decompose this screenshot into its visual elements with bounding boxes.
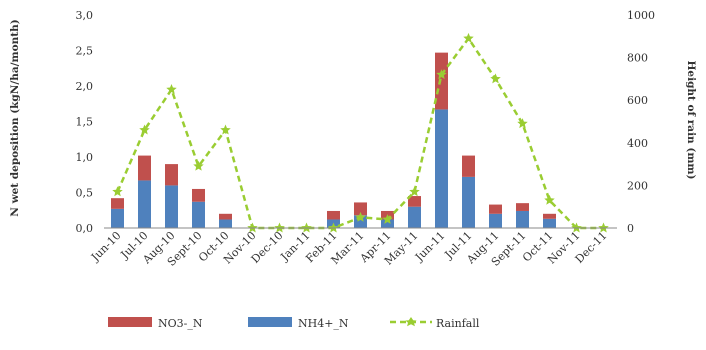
rainfall-point — [301, 222, 312, 233]
rainfall-point — [274, 222, 285, 233]
y-left-tick-label: 0,5 — [76, 187, 94, 200]
rainfall-point — [463, 32, 474, 43]
bar-no3 — [138, 155, 151, 181]
y-right-tick-label: 0 — [627, 222, 634, 235]
bar-nh4 — [462, 176, 475, 228]
bar-nh4 — [435, 109, 448, 228]
y-left-tick-label: 2,5 — [76, 45, 94, 58]
bar-nh4 — [489, 213, 502, 228]
left-axis-ticks: 0,0 0,5 1,0 1,5 2,0 2,5 3,0 — [76, 9, 94, 235]
x-tick-label: Jun-11 — [412, 229, 448, 265]
legend-marker-rainfall — [405, 317, 417, 327]
bar-nh4 — [165, 185, 178, 228]
bar-nh4 — [543, 218, 556, 228]
rainfall-point — [409, 186, 420, 197]
legend-label-rainfall: Rainfall — [436, 317, 480, 330]
y-left-tick-label: 1,5 — [76, 116, 94, 129]
x-tick-label: Jun-10 — [88, 229, 124, 265]
rainfall-point — [355, 211, 366, 222]
rainfall-point — [544, 194, 555, 205]
rainfall-point — [220, 124, 231, 135]
y-right-tick-label: 1000 — [627, 9, 655, 22]
bar-no3 — [327, 210, 340, 220]
rainfall-point — [598, 222, 609, 233]
rainfall-point — [490, 73, 501, 84]
rainfall-point — [193, 160, 204, 171]
rainfall-line — [116, 36, 604, 230]
bar-no3 — [165, 164, 178, 186]
bar-no3 — [111, 198, 124, 209]
rainfall-point — [166, 84, 177, 94]
bar-no3 — [435, 52, 448, 110]
rainfall-point — [571, 222, 582, 233]
y-left-tick-label: 1,0 — [76, 151, 94, 164]
y-left-tick-label: 3,0 — [76, 9, 94, 22]
bar-no3 — [354, 202, 367, 216]
rainfall-point — [328, 222, 339, 233]
bar-nh4 — [111, 208, 124, 228]
rainfall-point — [112, 186, 123, 197]
rainfall-point — [382, 213, 393, 224]
x-axis-ticks: Jun-10Jul-10Aug-10Sept-10Oct-10Nov-10Dec… — [88, 229, 610, 269]
bar-no3 — [192, 188, 205, 202]
y-left-axis-title: N wet deposition (kgN/ha/month) — [9, 19, 21, 216]
bar-no3 — [489, 204, 502, 214]
y-right-tick-label: 800 — [627, 52, 648, 65]
bar-no3 — [543, 213, 556, 219]
rainfall-point — [436, 69, 447, 80]
y-right-tick-label: 200 — [627, 179, 648, 192]
legend: NO3-_N NH4+_N Rainfall — [108, 317, 480, 330]
rainfall-point — [517, 118, 528, 129]
bar-nh4 — [381, 219, 394, 228]
y-right-tick-label: 600 — [627, 94, 648, 107]
y-left-tick-label: 2,0 — [76, 80, 94, 93]
rainfall-point — [247, 222, 258, 233]
y-left-tick-label: 0,0 — [76, 222, 94, 235]
bar-no3 — [516, 203, 529, 211]
legend-label-nh4: NH4+_N — [298, 317, 349, 330]
bar-nh4 — [516, 210, 529, 228]
bar-no3 — [219, 213, 232, 220]
legend-label-no3: NO3-_N — [158, 317, 203, 330]
rainfall-point — [139, 124, 150, 135]
y-right-axis-title: Height of rain (mm) — [685, 60, 697, 179]
right-axis-ticks: 0 200 400 600 800 1000 — [627, 9, 655, 235]
rainfall-line-layer — [112, 32, 609, 233]
bar-nh4 — [408, 206, 421, 228]
legend-swatch-no3 — [108, 317, 152, 327]
bar-no3 — [408, 196, 421, 207]
bar-nh4 — [138, 180, 151, 228]
bar-no3 — [462, 155, 475, 177]
bar-nh4 — [192, 201, 205, 228]
y-right-tick-label: 400 — [627, 137, 648, 150]
legend-swatch-nh4 — [248, 317, 292, 327]
bar-nh4 — [219, 219, 232, 228]
bars-layer — [111, 52, 556, 228]
